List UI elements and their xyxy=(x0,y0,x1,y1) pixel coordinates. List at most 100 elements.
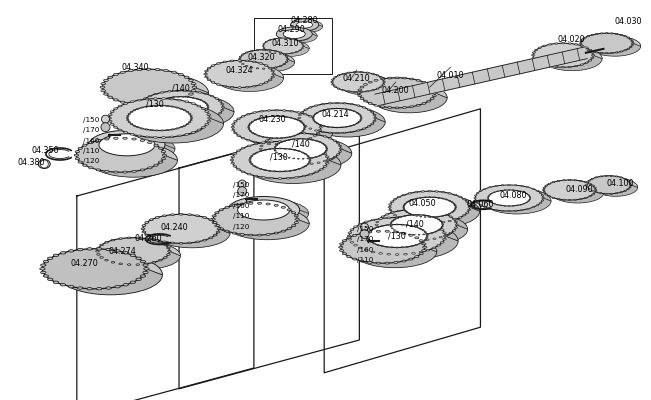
Ellipse shape xyxy=(630,184,632,185)
Ellipse shape xyxy=(591,51,594,52)
Ellipse shape xyxy=(488,199,490,200)
Ellipse shape xyxy=(301,43,303,44)
Ellipse shape xyxy=(128,103,133,105)
Ellipse shape xyxy=(353,91,356,92)
Ellipse shape xyxy=(106,248,111,251)
Ellipse shape xyxy=(196,98,199,99)
Ellipse shape xyxy=(336,102,339,104)
Ellipse shape xyxy=(154,219,230,248)
Polygon shape xyxy=(213,203,309,224)
Ellipse shape xyxy=(551,183,603,203)
Ellipse shape xyxy=(316,156,318,157)
Ellipse shape xyxy=(110,111,114,112)
Ellipse shape xyxy=(387,217,391,219)
Ellipse shape xyxy=(290,19,319,31)
Ellipse shape xyxy=(331,84,334,85)
Ellipse shape xyxy=(415,198,418,199)
Ellipse shape xyxy=(180,127,182,128)
Ellipse shape xyxy=(163,70,169,72)
Ellipse shape xyxy=(337,88,340,89)
Ellipse shape xyxy=(381,106,385,108)
Ellipse shape xyxy=(433,92,437,94)
Ellipse shape xyxy=(353,234,357,236)
Ellipse shape xyxy=(163,241,167,243)
Ellipse shape xyxy=(488,196,490,197)
Ellipse shape xyxy=(245,86,249,88)
Ellipse shape xyxy=(237,200,309,227)
Ellipse shape xyxy=(332,72,384,92)
Ellipse shape xyxy=(552,182,555,183)
Ellipse shape xyxy=(78,161,83,163)
Text: /160: /160 xyxy=(83,138,100,144)
Ellipse shape xyxy=(624,36,626,37)
Ellipse shape xyxy=(176,107,178,108)
Ellipse shape xyxy=(489,208,492,209)
Ellipse shape xyxy=(374,80,378,81)
Ellipse shape xyxy=(575,44,577,45)
Ellipse shape xyxy=(404,197,456,217)
Ellipse shape xyxy=(138,104,141,105)
Ellipse shape xyxy=(534,49,538,51)
Ellipse shape xyxy=(232,110,321,144)
Ellipse shape xyxy=(233,153,237,154)
Ellipse shape xyxy=(630,39,632,40)
Ellipse shape xyxy=(433,210,436,212)
Ellipse shape xyxy=(161,158,166,160)
Ellipse shape xyxy=(409,234,411,235)
Ellipse shape xyxy=(455,224,458,226)
Ellipse shape xyxy=(180,108,182,109)
Ellipse shape xyxy=(484,207,486,208)
Ellipse shape xyxy=(579,42,582,44)
Ellipse shape xyxy=(545,185,547,186)
Ellipse shape xyxy=(454,221,458,223)
Ellipse shape xyxy=(449,200,450,201)
Ellipse shape xyxy=(326,162,329,164)
Text: 04.320: 04.320 xyxy=(248,53,275,62)
Ellipse shape xyxy=(61,252,66,254)
Polygon shape xyxy=(263,38,309,48)
Ellipse shape xyxy=(87,288,92,290)
Ellipse shape xyxy=(588,180,590,181)
Ellipse shape xyxy=(74,154,79,156)
Ellipse shape xyxy=(536,205,538,206)
Ellipse shape xyxy=(480,205,482,206)
Ellipse shape xyxy=(154,109,156,110)
Ellipse shape xyxy=(489,201,490,202)
Ellipse shape xyxy=(290,38,292,39)
Ellipse shape xyxy=(288,139,290,140)
Ellipse shape xyxy=(380,77,382,78)
Ellipse shape xyxy=(468,206,471,208)
Ellipse shape xyxy=(397,196,400,198)
Ellipse shape xyxy=(191,83,196,85)
Ellipse shape xyxy=(331,127,333,128)
Ellipse shape xyxy=(408,193,411,194)
Ellipse shape xyxy=(318,129,322,131)
Ellipse shape xyxy=(225,208,309,240)
Ellipse shape xyxy=(274,204,279,206)
Polygon shape xyxy=(533,43,602,59)
Ellipse shape xyxy=(286,177,290,179)
Ellipse shape xyxy=(419,251,423,253)
Ellipse shape xyxy=(149,237,153,239)
Ellipse shape xyxy=(207,79,211,81)
Text: 04.340: 04.340 xyxy=(122,63,149,72)
Ellipse shape xyxy=(187,214,191,216)
Ellipse shape xyxy=(297,22,312,28)
Ellipse shape xyxy=(225,206,229,208)
Ellipse shape xyxy=(531,54,534,56)
Ellipse shape xyxy=(395,254,399,255)
Ellipse shape xyxy=(411,240,415,241)
Ellipse shape xyxy=(42,249,146,289)
Ellipse shape xyxy=(491,202,492,203)
Ellipse shape xyxy=(154,105,156,106)
Ellipse shape xyxy=(297,120,299,121)
Ellipse shape xyxy=(343,103,346,104)
Ellipse shape xyxy=(592,185,594,186)
Ellipse shape xyxy=(395,77,399,79)
Ellipse shape xyxy=(173,97,174,98)
Ellipse shape xyxy=(377,244,379,245)
Ellipse shape xyxy=(422,250,426,252)
Ellipse shape xyxy=(353,244,357,246)
Ellipse shape xyxy=(179,214,183,215)
Ellipse shape xyxy=(301,112,303,113)
